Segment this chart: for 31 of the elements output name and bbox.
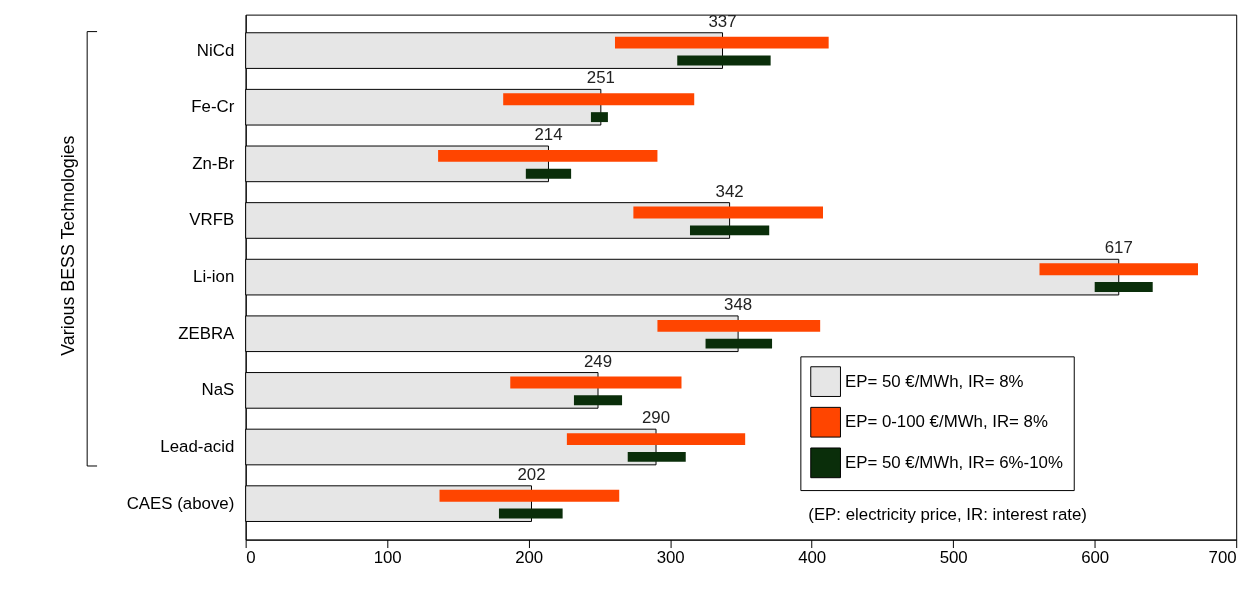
data-label: 202	[517, 464, 546, 484]
x-tick-label: 100	[373, 547, 402, 567]
y-tick-label: NiCd	[196, 40, 235, 60]
legend-label: EP= 0-100 €/MWh, IR= 8%	[844, 412, 1048, 432]
x-tick-label: 500	[939, 547, 968, 567]
data-label: 617	[1104, 238, 1133, 258]
legend-label: EP= 50 €/MWh, IR= 6%-10%	[844, 452, 1063, 472]
text: Various BESS Technologies	[58, 135, 79, 356]
y-tick-label: CAES (above)	[126, 493, 235, 513]
y-tick-label: VRFB	[189, 210, 235, 230]
x-tick-label: 0	[246, 547, 256, 567]
x-tick-label: 600	[1081, 547, 1110, 567]
data-label: 342	[715, 181, 744, 201]
y-tick-label: Zn-Br	[192, 153, 235, 173]
data-label: 348	[724, 294, 753, 314]
y-tick-label: Lead-acid	[160, 436, 235, 456]
y-tick-label: Li-ion	[193, 267, 235, 287]
x-tick-label: 300	[656, 547, 685, 567]
data-label: 290	[641, 408, 671, 428]
x-tick-label: 700	[1208, 547, 1237, 567]
y-tick-label: ZEBRA	[178, 323, 236, 343]
legend-label: EP= 50 €/MWh, IR= 8%	[844, 371, 1024, 391]
data-label: 249	[583, 351, 613, 371]
data-label: 251	[586, 68, 615, 88]
y-tick-label: NaS	[201, 380, 235, 400]
annotation: (EP: electricity price, IR: interest rate)	[808, 504, 1087, 524]
data-label: 337	[708, 11, 737, 31]
data-label: 214	[534, 125, 563, 145]
x-tick-label: 200	[515, 547, 544, 567]
y-tick-label: Fe-Cr	[191, 97, 235, 117]
x-tick-label: 400	[798, 547, 827, 567]
